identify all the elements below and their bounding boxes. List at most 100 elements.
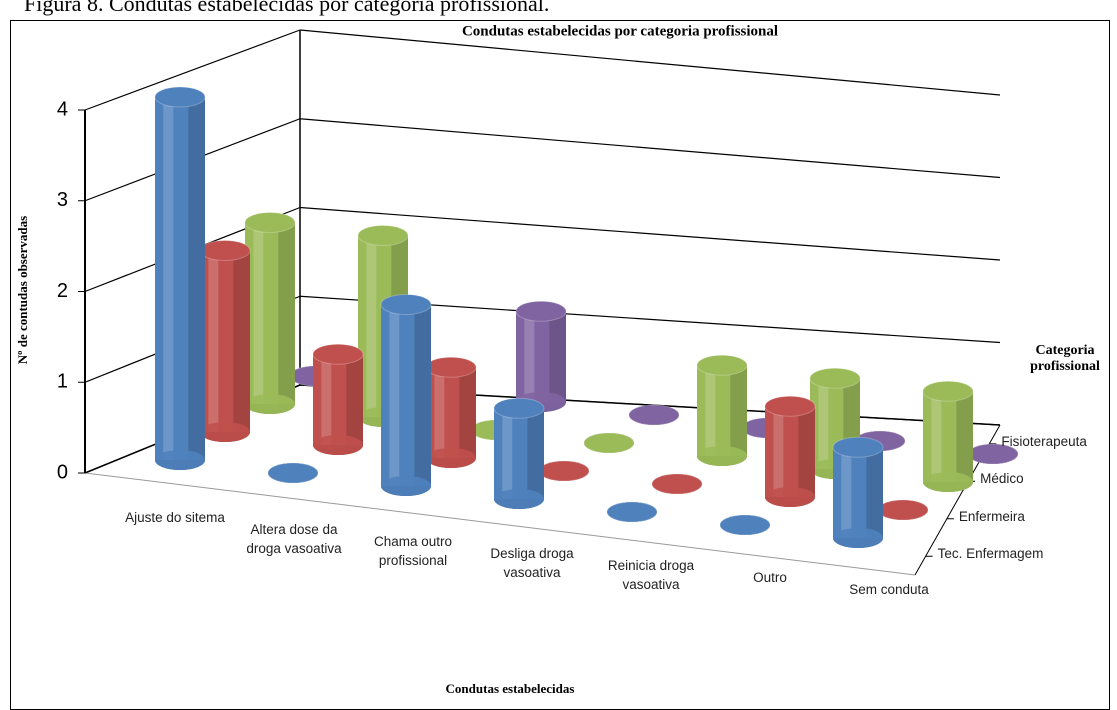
cylinder-light [502,408,513,499]
cylinder [493,397,545,509]
cylinder-shade [730,365,747,456]
cylinder-bottom [765,487,815,507]
cylinder-light [773,406,784,497]
cylinder-light [321,354,332,445]
x-tick-label: Sem conduta [849,582,929,597]
cylinder-top [312,343,364,365]
cylinder-bottom [313,435,363,455]
cylinder-body [200,250,250,432]
depth-tick-label: Enfermeira [958,508,1025,524]
cylinder-bottom [697,446,747,466]
x-tick-label: Chama outro profissional [373,534,453,568]
x-axis-label: Condutas estabelecidas [446,681,575,696]
cylinder-body [426,367,476,458]
cylinder-body [245,222,295,404]
y-tick-label: 4 [57,98,68,120]
cylinder-bottom [833,528,883,548]
cylinder-top [922,380,974,402]
x-tick-label: Ajuste do sitema [125,510,225,525]
cylinder-top [764,395,816,417]
cylinder-top [357,225,409,246]
cylinder [764,395,816,507]
cylinder [719,514,771,536]
y-tick-label: 1 [57,371,68,393]
cylinder [312,343,364,455]
depth-axis-title: Categoria profissional [1030,343,1100,374]
cylinder-shade [866,447,883,538]
cylinder-body [697,365,747,456]
cylinder-bottom [426,448,476,468]
cylinder-light [434,367,445,458]
cylinder-light [818,378,829,469]
cylinder-body [381,304,431,486]
cylinder-body [516,311,566,402]
cylinder [628,404,680,426]
cylinder-bottom [200,422,250,442]
cylinder-top [877,499,929,521]
x-tick-label: Reinicia droga vasoativa [607,558,695,592]
cylinder-top [244,212,296,233]
cylinder-shade [798,406,815,497]
cylinder-body [494,408,544,499]
cylinder [515,300,567,412]
figure-caption: Figura 8. Condutas estabelecidas por cat… [24,0,550,16]
cylinder-top [199,240,251,261]
cylinder [244,212,296,414]
cylinder-top [583,432,635,454]
cylinder-body [923,391,973,482]
cylinder [651,473,703,495]
cylinder-top [493,397,545,419]
cylinder-bottom [381,476,431,496]
cylinder [154,86,206,470]
cylinder-shade [233,250,250,432]
x-tick-label: Desliga droga vasoativa [490,546,574,580]
cylinder-top [809,367,861,389]
cylinder-body [833,447,883,538]
cylinder [199,240,251,442]
chart-title: Condutas estabelecidas por categoria pro… [462,23,778,39]
cylinder-shade [956,391,973,482]
cylinder-light [253,222,264,404]
cylinder-body [155,97,205,460]
x-tick-label: Outro [753,570,787,585]
depth-tick-label: Fisioterapeuta [1001,433,1087,449]
grid-line [299,206,1001,261]
cylinder-top [832,436,884,458]
cylinder-light [931,391,942,482]
cylinder [380,294,432,496]
cylinder [425,356,477,468]
cylinder-top [538,460,590,482]
cylinder-bottom [923,472,973,492]
cylinder [538,460,590,482]
cylinder-top [719,514,771,536]
cylinder-top [696,354,748,376]
cylinder-top [515,300,567,322]
cylinder-shade [459,367,476,458]
cylinder-shade [346,354,363,445]
cylinder-top [380,294,432,315]
cylinder-body [313,354,363,445]
y-axis-label: Nº de contudas observadas [15,216,30,364]
cylinder-top [425,356,477,378]
y-tick-label: 0 [57,461,68,483]
cylinder-bottom [155,450,205,470]
cylinder [696,354,748,466]
cylinder [267,462,319,484]
cylinder-light [705,365,716,456]
cylinder [832,436,884,548]
grid-line [299,29,1001,96]
cylinder-light [524,311,535,402]
cylinder-shade [549,311,566,402]
grid-line [84,29,301,111]
depth-tick-label: Tec. Enfermagem [937,546,1044,562]
cylinder-light [841,447,852,538]
cylinder-shade [188,97,205,460]
cylinder-top [628,404,680,426]
cylinder-body [765,406,815,497]
cylinder-shade [278,222,295,404]
x-tick-label: Altera dose da droga vasoativa [246,522,342,556]
depth-tick-label: Médico [980,471,1024,487]
cylinder-shade [527,408,544,499]
floor-front-edge [84,472,916,576]
